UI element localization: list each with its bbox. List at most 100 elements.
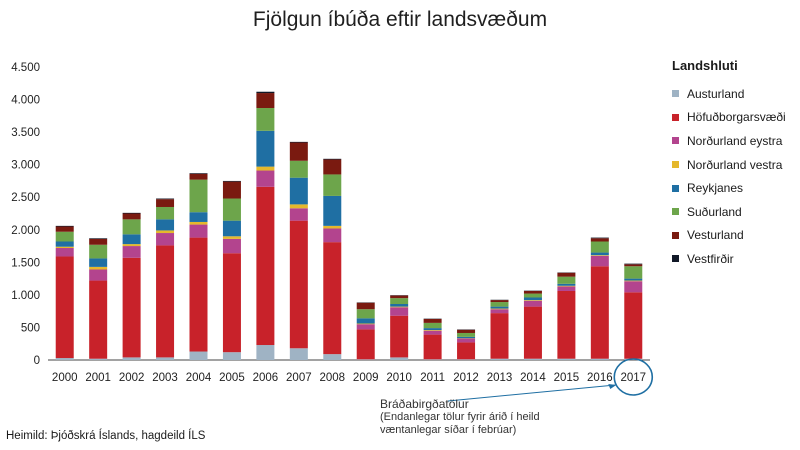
axis-layer: 0 500 1.000 1.500 2.000 2.500 3.000 3.500 4.000 4… — [11, 62, 650, 384]
bar-segment — [189, 173, 208, 174]
bar-segment — [423, 330, 442, 335]
bar-segment — [490, 300, 509, 303]
bar-segment — [557, 283, 576, 286]
bar-segment — [222, 220, 241, 237]
bar-segment — [256, 345, 275, 360]
bar-segment — [523, 358, 542, 360]
bar-segment — [323, 174, 342, 196]
bar-segment — [189, 212, 208, 222]
bar-segment — [590, 241, 609, 253]
legend-swatch — [672, 90, 679, 98]
bar-segment — [590, 266, 609, 359]
bar-segment — [189, 237, 208, 352]
bar-segment — [523, 300, 542, 307]
bar-segment — [490, 313, 509, 359]
bar-segment — [390, 357, 409, 360]
bar-segment — [189, 351, 208, 360]
bar-segment — [222, 181, 241, 199]
legend-swatch — [672, 113, 679, 121]
legend-item: Norðurland eystra — [672, 129, 800, 153]
bar-segment — [323, 228, 342, 243]
bar-segment — [256, 91, 275, 94]
bar-segment — [89, 238, 108, 239]
bar-segment — [590, 238, 609, 242]
bar-segment — [289, 208, 308, 221]
bar-segment — [356, 302, 375, 310]
legend-items: Austurland Höfuðborgarsvæði Norðurland eys… — [672, 82, 800, 271]
x-tick-label: 2007 — [286, 372, 312, 384]
legend-label: Suðurland — [687, 204, 742, 219]
bar-segment — [289, 141, 308, 143]
bar-segment — [89, 358, 108, 360]
bar-segment — [156, 219, 175, 231]
bar-segment — [624, 281, 643, 293]
x-tick-label: 2011 — [420, 372, 445, 384]
y-tick-label: 1.500 — [11, 257, 40, 269]
bar-segment — [256, 130, 275, 167]
provisional-note: Bráðabirgðatölur (Endanlegar tölur fyrir… — [380, 398, 540, 437]
bar-segment — [222, 238, 241, 254]
x-tick-label: 2013 — [487, 372, 513, 384]
bar-segment — [323, 195, 342, 226]
bar-segment — [423, 318, 442, 323]
bar-segment — [222, 236, 241, 239]
bar-segment — [457, 342, 476, 360]
bar-segment — [557, 290, 576, 359]
bar-segment — [490, 302, 509, 307]
bar-segment — [390, 304, 409, 307]
provisional-note-title: Bráðabirgðatölur — [380, 397, 469, 411]
bar-segment — [523, 297, 542, 301]
bar-segment — [289, 160, 308, 178]
bar-segment — [55, 231, 74, 242]
legend-item: Vesturland — [672, 224, 800, 248]
x-tick-label: 2012 — [453, 372, 479, 384]
bar-segment — [457, 338, 476, 343]
bar-segment — [323, 242, 342, 355]
bar-segment — [122, 213, 141, 220]
bar-segment — [356, 329, 375, 360]
bar-segment — [189, 179, 208, 213]
bar-segment — [55, 246, 74, 249]
bar-segment — [490, 308, 509, 310]
x-tick-label: 2003 — [152, 372, 178, 384]
bar-segment — [590, 237, 609, 239]
legend-item: Höfuðborgarsvæði — [672, 106, 800, 130]
bar-segment — [156, 245, 175, 358]
bar-segment — [356, 318, 375, 324]
legend-label: Höfuðborgarsvæði — [687, 110, 786, 125]
legend-swatch — [672, 184, 679, 192]
bar-segment — [557, 358, 576, 360]
bar-segment — [189, 224, 208, 238]
legend-label: Norðurland vestra — [687, 157, 783, 172]
y-tick-label: 2.000 — [11, 225, 40, 237]
bar-segment — [222, 253, 241, 353]
bar-segment — [289, 204, 308, 209]
chart-title: Fjölgun íbúða eftir landsvæðum — [252, 8, 548, 31]
bar-segment — [122, 212, 141, 214]
bar-segment — [390, 307, 409, 316]
x-tick-label: 2008 — [319, 372, 345, 384]
bar-segment — [256, 170, 275, 187]
bar-segment — [189, 221, 208, 225]
bar-segment — [156, 198, 175, 200]
legend-swatch — [672, 208, 679, 216]
bar-segment — [55, 256, 74, 359]
y-tick-label: 0 — [34, 355, 40, 367]
bar-segment — [122, 246, 141, 258]
bar-segment — [624, 266, 643, 279]
y-tick-label: 3.500 — [11, 127, 40, 139]
bar-segment — [557, 272, 576, 277]
bar-segment — [523, 293, 542, 298]
legend-label: Norðurland eystra — [687, 133, 783, 148]
legend-swatch — [672, 255, 679, 263]
provisional-note-line2: væntanlegar síðar í febrúar) — [380, 424, 517, 436]
bar-segment — [624, 280, 643, 282]
bar-segment — [423, 322, 442, 329]
x-tick-label: 2005 — [219, 372, 245, 384]
bar-segment — [624, 263, 643, 265]
bar-segment — [156, 230, 175, 234]
bar-segment — [289, 142, 308, 161]
bar-segment — [89, 258, 108, 267]
bar-segment — [256, 108, 275, 131]
